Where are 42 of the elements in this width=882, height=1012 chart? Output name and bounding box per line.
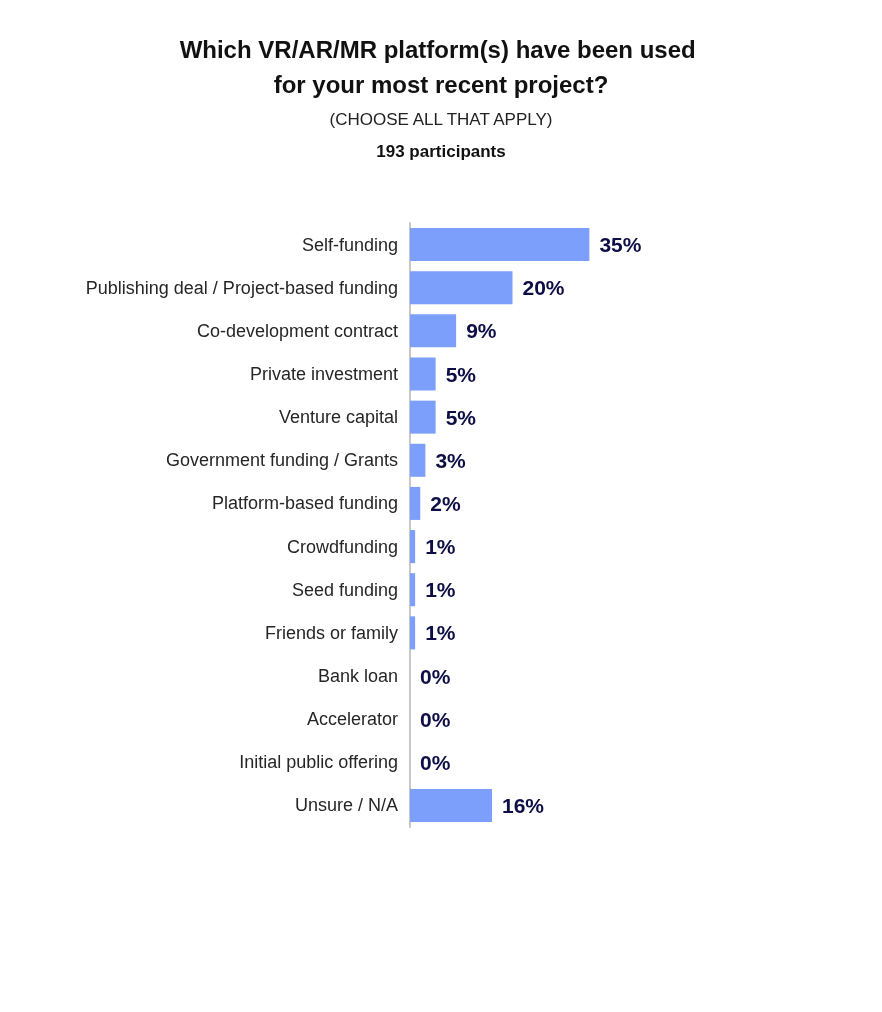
- y-tick-label: Co-development contract: [196, 320, 398, 341]
- data-label: 20%: [522, 276, 565, 300]
- bar: [410, 271, 513, 305]
- data-label: 2%: [430, 491, 461, 515]
- bar: [410, 443, 426, 477]
- y-tick-label: Seed funding: [291, 579, 398, 600]
- data-label: 1%: [425, 535, 456, 559]
- y-tick-label: Self-funding: [301, 234, 398, 255]
- data-label: 16%: [502, 793, 545, 817]
- y-tick-label: Private investment: [249, 364, 398, 384]
- y-tick-label: Crowdfunding: [286, 536, 398, 557]
- y-tick-label: Accelerator: [306, 709, 398, 730]
- data-label: 0%: [420, 664, 451, 688]
- y-tick-label: Bank loan: [317, 666, 398, 686]
- data-label: 5%: [445, 362, 477, 386]
- y-tick-label: Unsure / N/A: [294, 795, 398, 816]
- text: 193 participants: [376, 142, 506, 161]
- data-label: 9%: [466, 319, 497, 343]
- data-label: 3%: [435, 448, 467, 472]
- bar: [410, 788, 492, 822]
- y-tick-label: Publishing deal / Project-based funding: [85, 277, 398, 298]
- data-label: 0%: [420, 750, 451, 774]
- y-tick-label: Government funding / Grants: [165, 450, 398, 471]
- bar: [410, 573, 416, 607]
- chart-title: Which VR/AR/MR platform(s) have been used for your most recent project?: [179, 36, 703, 98]
- data-label: 1%: [425, 578, 456, 602]
- y-tick-label: Initial public offering: [239, 752, 398, 773]
- bar: [410, 228, 590, 262]
- bar: [410, 530, 416, 564]
- bar: [410, 616, 416, 650]
- y-tick-label: Venture capital: [278, 407, 398, 428]
- data-label: 35%: [599, 233, 642, 257]
- bar: [410, 486, 421, 520]
- data-label: 5%: [445, 405, 477, 429]
- y-tick-label: Platform-based funding: [211, 493, 398, 514]
- bar: [410, 314, 457, 348]
- bar: [410, 400, 436, 434]
- chart-subtitle: (CHOOSE ALL THAT APPLY): [329, 110, 553, 129]
- data-label: 1%: [425, 621, 456, 645]
- data-label: 0%: [420, 707, 451, 731]
- bar: [410, 357, 436, 391]
- y-tick-label: Friends or family: [264, 622, 398, 643]
